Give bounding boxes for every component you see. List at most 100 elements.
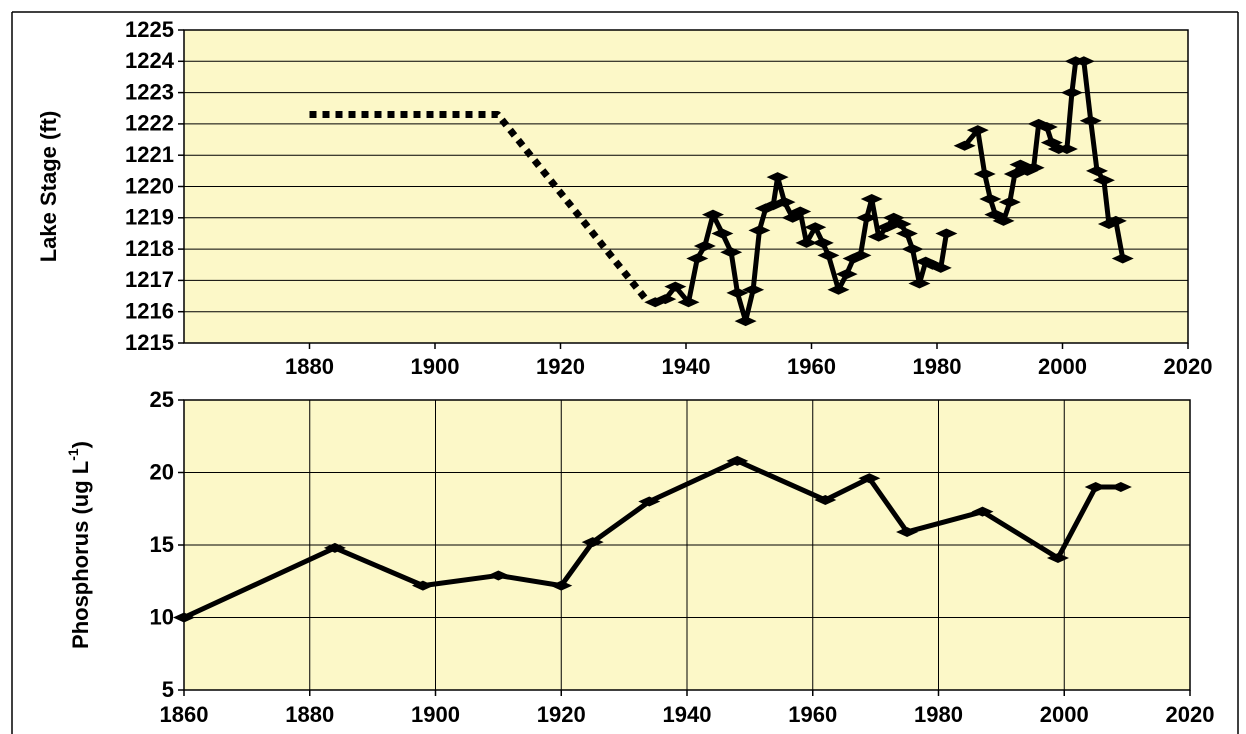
- data-point: [811, 237, 834, 248]
- data-point: [1035, 122, 1058, 133]
- data-point: [998, 197, 1021, 208]
- data-point: [817, 250, 840, 261]
- data-point: [664, 281, 687, 292]
- data-point: [173, 612, 195, 623]
- y-axis-label-part: Phosphorus (ug L: [68, 461, 93, 649]
- data-point: [720, 247, 743, 258]
- x-tick-label: 1960: [787, 354, 836, 379]
- data-point: [860, 194, 883, 205]
- data-point: [973, 168, 996, 179]
- data-point: [789, 206, 812, 217]
- y-tick-label: 1221: [125, 142, 174, 167]
- x-tick-label: 1880: [285, 702, 334, 727]
- y-tick-label: 1223: [125, 79, 174, 104]
- y-tick-label: 25: [150, 387, 174, 412]
- data-point: [992, 215, 1015, 226]
- data-point: [726, 455, 749, 466]
- x-tick-label: 2000: [1040, 702, 1089, 727]
- data-point: [858, 473, 881, 484]
- data-point: [1079, 115, 1102, 126]
- data-point: [693, 240, 716, 251]
- x-tick-label: 2020: [1166, 702, 1215, 727]
- data-line: [309, 111, 652, 305]
- data-point: [849, 250, 872, 261]
- y-tick-label: 1225: [125, 17, 174, 42]
- data-point: [1104, 215, 1127, 226]
- data-point: [748, 225, 771, 236]
- data-point: [795, 237, 818, 248]
- plot-border: [183, 399, 1191, 691]
- y-tick-label: 20: [150, 459, 174, 484]
- data-point: [677, 297, 700, 308]
- data-point: [638, 496, 661, 507]
- y-tick-label: 1220: [125, 173, 174, 198]
- data-point: [1072, 56, 1095, 67]
- data-point: [766, 172, 789, 183]
- x-tick-label: 1900: [411, 354, 460, 379]
- data-point: [1046, 553, 1069, 564]
- data-point: [935, 228, 958, 239]
- x-tick-label: 1960: [788, 702, 837, 727]
- data-point: [835, 269, 858, 280]
- plot-border: [183, 29, 1189, 344]
- data-point: [953, 140, 976, 151]
- data-point: [979, 194, 1002, 205]
- y-tick-label: 1217: [125, 267, 174, 292]
- data-point: [742, 284, 765, 295]
- data-point: [1003, 168, 1026, 179]
- data-point: [701, 209, 724, 220]
- data-point: [581, 537, 604, 548]
- data-point: [929, 262, 952, 273]
- data-point: [711, 228, 734, 239]
- data-line: [654, 174, 949, 324]
- data-point: [889, 219, 912, 230]
- data-point: [686, 253, 709, 264]
- data-point: [971, 506, 994, 517]
- y-tick-label: 1222: [125, 111, 174, 136]
- data-point: [901, 244, 924, 255]
- data-point: [1109, 482, 1132, 492]
- data-point: [1055, 143, 1078, 154]
- y-tick-label: 15: [150, 532, 174, 557]
- data-point: [411, 580, 434, 591]
- data-point: [814, 495, 837, 506]
- data-point: [734, 316, 757, 327]
- y-axis-label-part: -1: [65, 448, 81, 461]
- y-axis-label: Lake Stage (ft): [36, 111, 61, 263]
- x-tick-label: 1980: [913, 354, 962, 379]
- y-axis-label: Phosphorus (ug L-1): [65, 441, 93, 649]
- data-point: [1060, 87, 1083, 98]
- y-tick-label: 1216: [125, 299, 174, 324]
- data-point: [908, 278, 931, 289]
- data-point: [966, 125, 989, 136]
- y-tick-label: 1224: [125, 48, 175, 73]
- data-point: [654, 294, 677, 305]
- data-point: [896, 526, 919, 537]
- y-tick-label: 10: [150, 604, 174, 629]
- x-tick-label: 2020: [1164, 354, 1213, 379]
- data-point: [550, 580, 573, 591]
- x-tick-label: 1900: [411, 702, 460, 727]
- y-tick-label: 5: [162, 677, 174, 702]
- x-tick-label: 1980: [914, 702, 963, 727]
- data-point: [323, 542, 346, 553]
- y-axis-label-part: Lake Stage (ft): [36, 111, 61, 263]
- data-point: [1111, 253, 1134, 264]
- y-axis-label-part: ): [68, 441, 93, 448]
- data-point: [867, 231, 890, 242]
- data-point: [487, 570, 510, 581]
- data-point: [773, 197, 796, 208]
- data-point: [804, 222, 827, 233]
- x-tick-label: 1920: [537, 702, 586, 727]
- data-point: [895, 228, 918, 239]
- x-tick-label: 2000: [1038, 354, 1087, 379]
- x-tick-label: 1940: [662, 354, 711, 379]
- data-point: [855, 212, 878, 223]
- y-tick-label: 1215: [125, 330, 174, 355]
- data-point: [1092, 175, 1115, 186]
- y-tick-label: 1218: [125, 236, 174, 261]
- data-point: [1022, 162, 1045, 173]
- data-point: [1084, 482, 1107, 492]
- y-tick-label: 1219: [125, 205, 174, 230]
